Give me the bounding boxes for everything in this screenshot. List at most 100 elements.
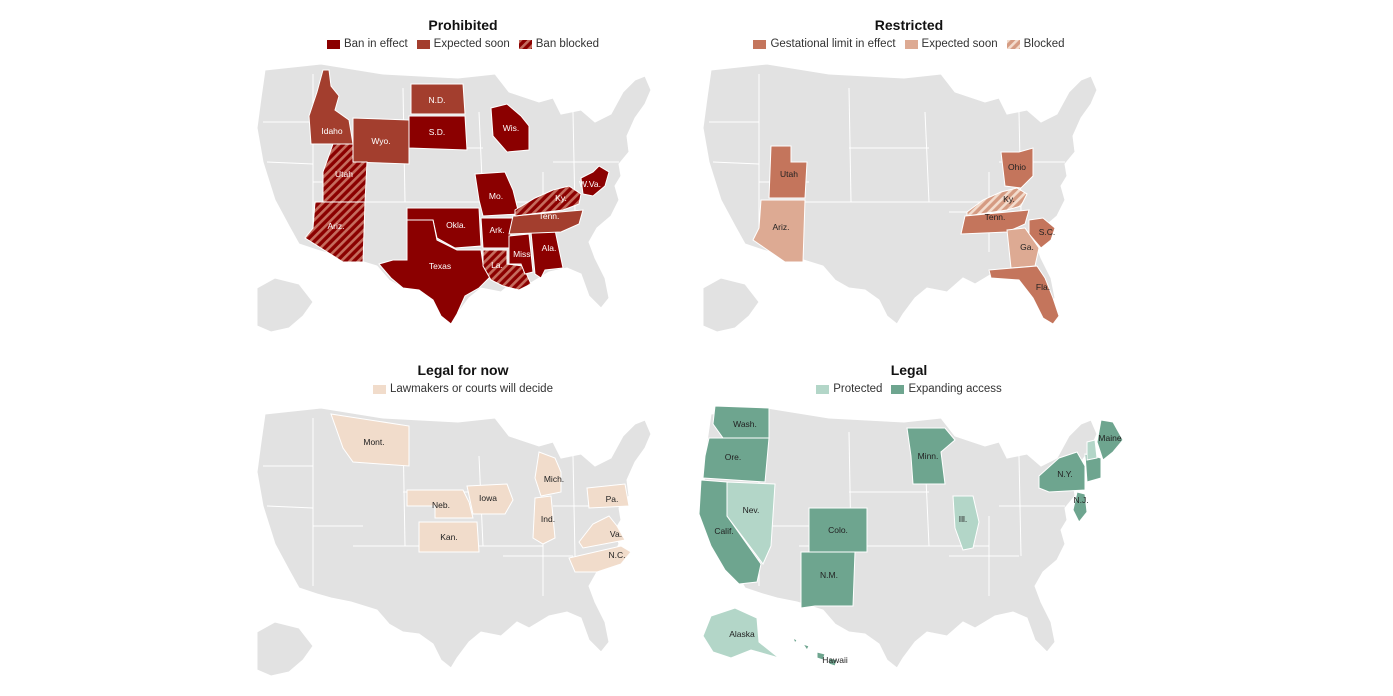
panel-title: Prohibited — [428, 17, 498, 33]
swatch-expanding — [891, 384, 905, 394]
legend-label: Blocked — [1023, 38, 1065, 50]
swatch-blocked — [1006, 39, 1020, 49]
label-mich: Mich. — [544, 474, 564, 484]
panel-title: Legal for now — [417, 362, 509, 378]
label-tenn: Tenn. — [539, 211, 560, 221]
us-map-prohibited: N.D. S.D. Idaho Wyo. Utah Ariz. Wis. Mo.… — [256, 63, 652, 333]
label-miss: Miss. — [513, 249, 533, 259]
state-tenn — [960, 209, 1030, 235]
legend-label: Gestational limit in effect — [770, 38, 896, 50]
label-ariz: Ariz. — [328, 221, 345, 231]
state-maine — [1096, 419, 1124, 461]
legend: Ban in effect Expected soon Ban blocked — [243, 37, 683, 51]
label-ala: Ala. — [542, 243, 557, 253]
states-highlighted — [752, 145, 1060, 325]
label-okla: Okla. — [446, 220, 466, 230]
state-ga — [1006, 227, 1040, 269]
state-texas — [378, 219, 492, 325]
us-map-legal: Wash. Ore. Calif. Nev. Colo. N.M. Minn. … — [698, 405, 1124, 669]
label-nj: N.J. — [1073, 495, 1088, 505]
label-ore: Ore. — [725, 452, 742, 462]
state-ky — [514, 185, 582, 217]
state-labels: N.D. S.D. Idaho Wyo. Utah Ariz. Wis. Mo.… — [321, 95, 601, 271]
legend-item-ban-in-effect: Ban in effect — [326, 37, 408, 51]
state-ny — [1038, 451, 1086, 493]
state-idaho — [308, 69, 354, 145]
legend-label: Ban blocked — [535, 38, 600, 50]
state-neb — [406, 489, 474, 519]
state-mich — [534, 451, 562, 497]
label-alaska: Alaska — [729, 629, 755, 639]
state-labels: Wash. Ore. Calif. Nev. Colo. N.M. Minn. … — [714, 419, 1122, 665]
legend-item-protected: Protected — [816, 382, 882, 396]
label-mo: Mo. — [489, 191, 503, 201]
label-ky: Ky. — [1003, 194, 1015, 204]
swatch-gestational — [753, 39, 767, 49]
label-ark: Ark. — [489, 225, 504, 235]
label-sd: S.D. — [429, 127, 446, 137]
swatch-ban-in-effect — [326, 39, 340, 49]
label-idaho: Idaho — [321, 126, 343, 136]
legend-item-blocked: Blocked — [1006, 37, 1065, 51]
label-wash: Wash. — [733, 419, 757, 429]
label-fla: Fla. — [1036, 282, 1050, 292]
state-iowa — [466, 483, 514, 515]
label-ohio: Ohio — [1008, 162, 1026, 172]
legend-label: Expanding access — [908, 383, 1002, 395]
state-ind — [532, 495, 556, 545]
state-la — [482, 249, 532, 291]
label-nev: Nev. — [743, 505, 760, 515]
states-highlighted — [330, 413, 632, 573]
state-alaska — [702, 607, 780, 659]
label-hawaii: Hawaii — [822, 655, 848, 665]
swatch-lawmakers — [373, 384, 386, 394]
panel-title: Legal — [890, 362, 928, 378]
legend-item-expected-soon: Expected soon — [904, 37, 998, 51]
legend-label: Expected soon — [433, 38, 510, 50]
legend: Gestational limit in effect Expected soo… — [689, 37, 1129, 51]
label-ill: Ill. — [959, 514, 968, 524]
label-calif: Calif. — [714, 526, 733, 536]
legend-item-gestational: Gestational limit in effect — [753, 37, 896, 51]
legend: Protected Expanding access — [689, 382, 1129, 396]
label-pa: Pa. — [606, 494, 619, 504]
state-mont — [330, 413, 410, 467]
states-highlighted — [304, 69, 610, 325]
label-va: Va. — [610, 529, 622, 539]
state-ariz — [752, 199, 806, 263]
state-hawaii — [792, 636, 838, 667]
legend-label: Ban in effect — [343, 38, 408, 50]
label-sc: S.C. — [1039, 227, 1056, 237]
state-kan — [418, 521, 480, 553]
state-utah — [768, 145, 808, 199]
state-colo — [808, 507, 868, 553]
panel-title: Restricted — [874, 17, 944, 33]
swatch-expected-soon — [904, 39, 918, 49]
state-ore — [702, 437, 770, 483]
state-wis — [490, 103, 530, 153]
state-fla — [988, 265, 1060, 325]
us-map-restricted: Utah Ariz. Ohio Ky. Tenn. S.C. Ga. Fla. — [702, 63, 1098, 333]
label-mont: Mont. — [363, 437, 384, 447]
label-ny: N.Y. — [1057, 469, 1072, 479]
label-kan: Kan. — [440, 532, 458, 542]
label-colo: Colo. — [828, 525, 848, 535]
legend-item-ban-blocked: Ban blocked — [518, 37, 600, 51]
state-nj — [1072, 491, 1088, 523]
state-labels: Mont. Neb. Iowa Kan. Mich. Ind. Pa. Va. … — [363, 437, 625, 560]
legend-label: Protected — [833, 383, 883, 395]
state-utah — [322, 143, 368, 203]
legend-label: Lawmakers or courts will decide — [390, 383, 553, 395]
label-tenn: Tenn. — [985, 212, 1006, 222]
label-utah: Utah — [780, 169, 798, 179]
state-ill — [952, 495, 980, 551]
legend-item-expanding: Expanding access — [891, 382, 1002, 396]
state-va — [578, 515, 626, 549]
state-wv — [580, 165, 610, 197]
label-wis: Wis. — [503, 123, 520, 133]
label-ga: Ga. — [1020, 242, 1034, 252]
label-la: La. — [491, 260, 503, 270]
legend-item-expected-soon: Expected soon — [416, 37, 510, 51]
state-tenn — [508, 209, 584, 235]
state-nev — [726, 481, 776, 565]
